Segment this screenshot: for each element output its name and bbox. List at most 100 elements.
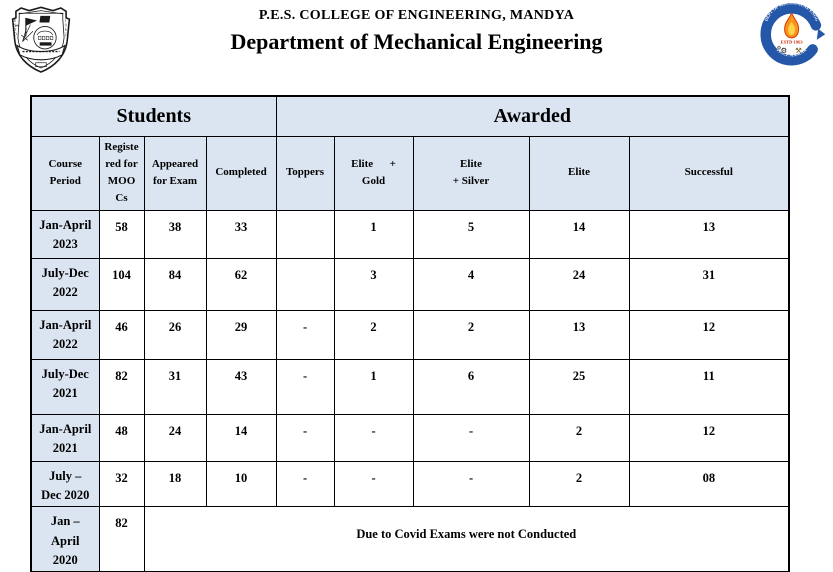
crest-flag-shape: [25, 17, 38, 26]
completed-cell: 43: [205, 358, 277, 415]
col-header-completed: Completed: [205, 135, 277, 211]
registered-cell: 82: [98, 358, 145, 415]
crest-laptop-shape: [39, 15, 51, 23]
toppers-cell: [275, 257, 335, 311]
elite-silver-cell: -: [412, 413, 530, 462]
elite-silver-cell: 6: [412, 358, 530, 415]
period-cell: July-Dec 2022: [30, 257, 100, 311]
col-header-course-period: Course Period: [30, 135, 100, 211]
elite-silver-cell: 4: [412, 257, 530, 311]
elite-gold-cell: 2: [333, 309, 414, 360]
svg-text:2: 2: [65, 33, 67, 37]
registered-cell: 104: [98, 257, 145, 311]
appeared-cell: 18: [143, 460, 207, 508]
registered-cell: 82: [98, 506, 145, 572]
completed-cell: 33: [205, 209, 277, 259]
svg-text:D: D: [14, 33, 17, 37]
table-row: Jan-April 2021 48 24 14 - - - 2 12: [30, 413, 790, 462]
svg-text:E: E: [14, 19, 17, 23]
crest-dome-circle: [33, 26, 57, 50]
successful-cell: 12: [628, 413, 790, 462]
registered-cell: 46: [98, 309, 145, 360]
elite-silver-cell: 5: [412, 209, 530, 259]
elite-cell: 24: [528, 257, 630, 311]
students-group-header: Students: [30, 95, 277, 137]
badge-ring: [760, 3, 823, 66]
mechanical-department-badge-logo: DEPT OF MECHANICAL ENGG PESCE MANDYA EST…: [760, 2, 826, 66]
svg-text:6: 6: [65, 28, 67, 32]
period-cell: Jan-April 2021: [30, 413, 100, 462]
successful-cell: 08: [628, 460, 790, 508]
elite-cell: 13: [528, 309, 630, 360]
elite-gold-cell: 1: [333, 358, 414, 415]
completed-cell: 29: [205, 309, 277, 360]
svg-text:S: S: [14, 23, 16, 27]
awarded-group-header: Awarded: [275, 95, 790, 137]
successful-cell: 11: [628, 358, 790, 415]
elite-cell: 25: [528, 358, 630, 415]
document-header: P.E.S. COLLEGE OF ENGINEERING, MANDYA De…: [0, 8, 833, 55]
badge-ring-tail: [816, 28, 826, 40]
svg-text:1: 1: [65, 19, 67, 23]
badge-tools-icon: ⚒: [795, 46, 802, 55]
crest-tower-shape: [20, 24, 34, 42]
table-row: July-Dec 2021 82 31 43 - 1 6 25 11: [30, 358, 790, 415]
crest-estd-text: E: [14, 24, 19, 27]
toppers-cell: -: [275, 460, 335, 508]
col-header-elite: Elite: [528, 135, 630, 211]
elite-gold-cell: 3: [333, 257, 414, 311]
elite-gold-cell: -: [333, 413, 414, 462]
covid-note-cell: Due to Covid Exams were not Conducted: [143, 506, 790, 572]
badge-estd-text: ESTD 1963: [781, 39, 804, 44]
successful-cell: 31: [628, 257, 790, 311]
svg-text:9: 9: [65, 23, 67, 27]
toppers-cell: -: [275, 309, 335, 360]
appeared-cell: 31: [143, 358, 207, 415]
appeared-cell: 24: [143, 413, 207, 462]
elite-gold-cell: -: [333, 460, 414, 508]
department-title: Department of Mechanical Engineering: [230, 29, 603, 54]
toppers-cell: -: [275, 358, 335, 415]
elite-silver-cell: 2: [412, 309, 530, 360]
col-header-registered: Registe red for MOO Cs: [98, 135, 145, 211]
covid-note-row: Jan – April 2020 82 Due to Covid Exams w…: [30, 506, 790, 572]
period-cell: Jan-April 2022: [30, 309, 100, 360]
table-row: Jan-April 2022 46 26 29 - 2 2 13 12: [30, 309, 790, 360]
toppers-cell: -: [275, 413, 335, 462]
period-cell: July – Dec 2020: [30, 460, 100, 508]
elite-silver-cell: -: [412, 460, 530, 508]
elite-cell: 2: [528, 460, 630, 508]
completed-cell: 10: [205, 460, 277, 508]
period-cell: Jan – April 2020: [30, 506, 100, 572]
mooc-statistics-table: Students Awarded Course Period Registe r…: [30, 95, 791, 572]
col-header-elite-silver: Elite + Silver: [412, 135, 530, 211]
period-cell: July-Dec 2021: [30, 358, 100, 415]
college-title: P.E.S. COLLEGE OF ENGINEERING, MANDYA: [258, 8, 575, 23]
successful-cell: 12: [628, 309, 790, 360]
completed-cell: 14: [205, 413, 277, 462]
registered-cell: 58: [98, 209, 145, 259]
table-row: July – Dec 2020 32 18 10 - - - 2 08: [30, 460, 790, 508]
col-header-toppers: Toppers: [275, 135, 335, 211]
elite-cell: 14: [528, 209, 630, 259]
successful-cell: 13: [628, 209, 790, 259]
table-row: Jan-April 2023 58 38 33 1 5 14 13: [30, 209, 790, 259]
appeared-cell: 38: [143, 209, 207, 259]
appeared-cell: 26: [143, 309, 207, 360]
svg-text:⚙: ⚙: [777, 46, 782, 52]
registered-cell: 48: [98, 413, 145, 462]
column-header-row: Course Period Registe red for MOO Cs App…: [30, 135, 790, 211]
toppers-cell: [275, 209, 335, 259]
elite-gold-cell: 1: [333, 209, 414, 259]
appeared-cell: 84: [143, 257, 207, 311]
col-header-appeared: Appeared for Exam: [143, 135, 207, 211]
crest-ribbon-banner: [16, 44, 66, 61]
group-header-row: Students Awarded: [30, 95, 790, 137]
period-cell: Jan-April 2023: [30, 209, 100, 259]
svg-text:T: T: [14, 28, 17, 32]
badge-gears-icon: ⚙: [780, 46, 787, 55]
col-header-successful: Successful: [628, 135, 790, 211]
registered-cell: 32: [98, 460, 145, 508]
